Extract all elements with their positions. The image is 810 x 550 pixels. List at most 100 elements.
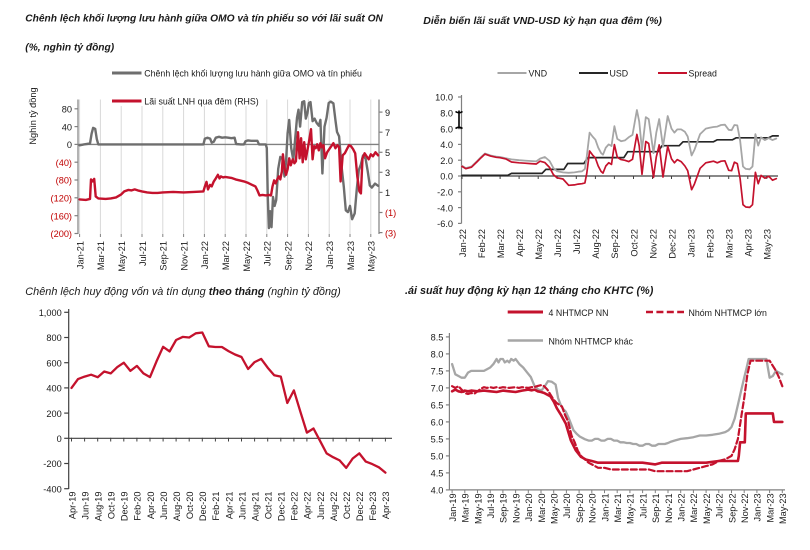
- svg-text:Oct-20: Oct-20: [185, 492, 195, 520]
- svg-text:Feb-20: Feb-20: [133, 492, 143, 521]
- svg-text:Sep-21: Sep-21: [651, 493, 661, 523]
- svg-text:Apr-22: Apr-22: [515, 229, 525, 257]
- svg-text:Nov-22: Nov-22: [304, 241, 314, 271]
- svg-text:Apr-19: Apr-19: [67, 492, 77, 520]
- svg-text:May-21: May-21: [117, 241, 127, 272]
- svg-text:Mar-19: Mar-19: [461, 493, 471, 522]
- svg-text:10.0: 10.0: [435, 93, 453, 103]
- svg-text:Dec-22: Dec-22: [667, 229, 677, 259]
- svg-text:-4.0: -4.0: [437, 203, 453, 213]
- svg-text:4.5: 4.5: [431, 469, 444, 479]
- svg-text:Jan-22: Jan-22: [677, 493, 687, 521]
- svg-text:Jan-22: Jan-22: [458, 229, 468, 257]
- svg-text:Nov-22: Nov-22: [648, 229, 658, 259]
- svg-text:Jul-21: Jul-21: [138, 241, 148, 266]
- svg-text:May-22: May-22: [702, 493, 712, 524]
- svg-text:Chênh lệch huy động vốn và tín: Chênh lệch huy động vốn và tín dụng theo…: [25, 286, 340, 298]
- svg-text:0: 0: [57, 434, 62, 444]
- svg-text:Nov-20: Nov-20: [588, 493, 598, 523]
- svg-text:(200): (200): [51, 229, 72, 239]
- svg-text:6.5: 6.5: [431, 401, 444, 411]
- svg-text:-400: -400: [43, 484, 61, 494]
- svg-text:0.0: 0.0: [440, 172, 453, 182]
- svg-text:May-23: May-23: [778, 493, 788, 524]
- svg-text:Jan-22: Jan-22: [200, 241, 210, 269]
- svg-text:Nov-19: Nov-19: [511, 493, 521, 523]
- svg-text:Apr-22: Apr-22: [303, 492, 313, 520]
- svg-text:Aug-22: Aug-22: [329, 492, 339, 522]
- svg-text:Nhóm NHTMCP khác: Nhóm NHTMCP khác: [549, 337, 634, 347]
- svg-text:USD: USD: [610, 69, 629, 79]
- svg-text:Sep-21: Sep-21: [159, 241, 169, 271]
- svg-text:Feb-22: Feb-22: [477, 229, 487, 258]
- svg-text:Diễn biến lãi suất VND-USD kỳ: Diễn biến lãi suất VND-USD kỳ hạn qua đê…: [423, 14, 662, 27]
- svg-text:-6.0: -6.0: [437, 219, 453, 229]
- svg-text:800: 800: [46, 333, 61, 343]
- svg-text:(1): (1): [385, 208, 396, 218]
- svg-text:Apr-20: Apr-20: [146, 492, 156, 520]
- svg-text:4.0: 4.0: [440, 140, 453, 150]
- svg-text:Jul-22: Jul-22: [263, 241, 273, 266]
- svg-text:Mar-23: Mar-23: [346, 241, 356, 270]
- svg-text:7: 7: [385, 128, 390, 138]
- svg-text:Dec-22: Dec-22: [355, 492, 365, 522]
- svg-text:Jan-21: Jan-21: [75, 241, 85, 269]
- svg-text:Mar-22: Mar-22: [496, 229, 506, 258]
- svg-text:(120): (120): [51, 194, 72, 204]
- svg-text:.ái suất huy động kỳ hạn 12 th: .ái suất huy động kỳ hạn 12 tháng cho KH…: [405, 285, 654, 297]
- svg-text:2.0: 2.0: [440, 156, 453, 166]
- svg-text:Aug-22: Aug-22: [591, 229, 601, 259]
- svg-text:Mar-21: Mar-21: [613, 493, 623, 522]
- svg-text:Oct-22: Oct-22: [342, 492, 352, 520]
- svg-text:4 NHTMCP NN: 4 NHTMCP NN: [549, 308, 609, 318]
- svg-text:5: 5: [385, 148, 390, 158]
- svg-text:3: 3: [385, 168, 390, 178]
- svg-text:7.0: 7.0: [431, 384, 444, 394]
- svg-text:Sep-19: Sep-19: [499, 493, 509, 523]
- svg-text:Sep-22: Sep-22: [283, 241, 293, 271]
- svg-text:7.5: 7.5: [431, 367, 444, 377]
- svg-text:Jul-22: Jul-22: [715, 493, 725, 518]
- svg-text:Nov-21: Nov-21: [664, 493, 674, 523]
- svg-text:Jul-22: Jul-22: [572, 229, 582, 254]
- svg-text:80: 80: [62, 105, 72, 115]
- svg-text:Chênh lệch khối lượng lưu hành: Chênh lệch khối lượng lưu hành giữa OMO …: [144, 69, 362, 79]
- svg-text:(3): (3): [385, 228, 396, 238]
- svg-text:May-21: May-21: [626, 493, 636, 524]
- svg-text:Aug-20: Aug-20: [172, 492, 182, 522]
- svg-text:1,000: 1,000: [39, 308, 62, 318]
- svg-text:Mar-22: Mar-22: [689, 493, 699, 522]
- svg-text:40: 40: [62, 122, 72, 132]
- svg-text:Nghìn tỷ đồng: Nghìn tỷ đồng: [28, 87, 38, 144]
- svg-text:4.0: 4.0: [431, 486, 444, 496]
- svg-text:Dec-19: Dec-19: [120, 492, 130, 522]
- svg-text:Feb-21: Feb-21: [211, 492, 221, 521]
- svg-text:Oct-19: Oct-19: [107, 492, 117, 520]
- svg-text:Mar-22: Mar-22: [221, 241, 231, 270]
- svg-text:1: 1: [385, 188, 390, 198]
- svg-text:5.0: 5.0: [431, 452, 444, 462]
- svg-text:Apr-21: Apr-21: [224, 492, 234, 520]
- svg-text:200: 200: [46, 409, 61, 419]
- svg-text:0: 0: [67, 140, 72, 150]
- svg-text:(%, nghìn tỷ đồng): (%, nghìn tỷ đồng): [25, 42, 114, 54]
- svg-text:(160): (160): [51, 211, 72, 221]
- svg-text:Jan-23: Jan-23: [325, 241, 335, 269]
- svg-text:May-20: May-20: [550, 493, 560, 524]
- svg-text:Aug-21: Aug-21: [250, 492, 260, 522]
- svg-text:Nhóm NHTMCP lớn: Nhóm NHTMCP lớn: [689, 308, 768, 318]
- svg-text:8.5: 8.5: [431, 333, 444, 343]
- svg-text:Jun-19: Jun-19: [80, 492, 90, 520]
- svg-text:Mar-20: Mar-20: [537, 493, 547, 522]
- svg-text:5.5: 5.5: [431, 435, 444, 445]
- svg-text:Jul-21: Jul-21: [638, 493, 648, 518]
- svg-text:6.0: 6.0: [431, 418, 444, 428]
- svg-text:8.0: 8.0: [440, 109, 453, 119]
- svg-text:-200: -200: [43, 459, 61, 469]
- svg-text:Mar-23: Mar-23: [725, 229, 735, 258]
- svg-text:400: 400: [46, 384, 61, 394]
- svg-text:VND: VND: [529, 69, 548, 79]
- svg-text:Jun-21: Jun-21: [237, 492, 247, 520]
- svg-text:May-23: May-23: [763, 229, 773, 260]
- svg-text:Jan-21: Jan-21: [600, 493, 610, 521]
